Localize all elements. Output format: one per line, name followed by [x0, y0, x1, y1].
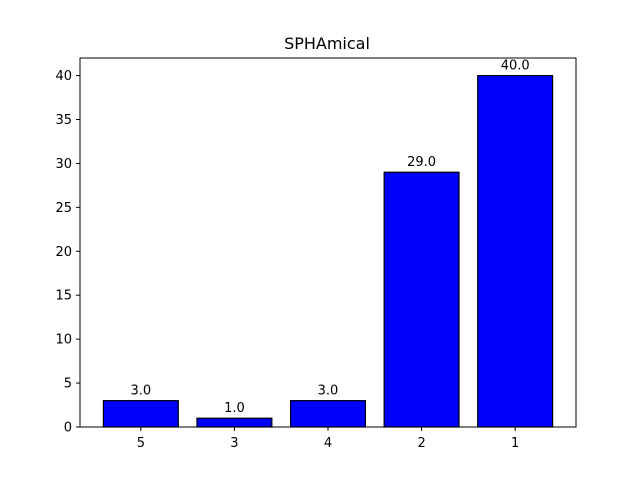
y-axis: 0 5 10 15 20 25 30 35 40: [55, 69, 80, 436]
chart-title: SPHAmical: [284, 34, 370, 53]
value-labels-layer: 3.0 1.0 3.0 29.0 40.0: [130, 59, 529, 417]
y-tick-label: 20: [55, 245, 72, 260]
bar-5: [102, 400, 179, 428]
value-label: 40.0: [501, 59, 530, 74]
bar-2: [383, 171, 460, 428]
x-tick-label: 4: [324, 436, 332, 451]
y-tick-label: 30: [55, 157, 72, 172]
y-tick-label: 5: [64, 377, 72, 392]
y-tick-label: 0: [64, 421, 72, 436]
value-label: 29.0: [407, 155, 436, 170]
value-label: 3.0: [130, 384, 151, 399]
y-tick-label: 35: [55, 113, 72, 128]
x-tick-label: 3: [230, 436, 238, 451]
x-tick-label: 5: [137, 436, 145, 451]
y-tick-label: 40: [55, 69, 72, 84]
plot-frame: [79, 57, 577, 428]
x-tick-label: 2: [417, 436, 425, 451]
x-tick-label: 1: [511, 436, 519, 451]
value-label: 3.0: [318, 384, 339, 399]
y-tick-label: 10: [55, 333, 72, 348]
bar-4: [289, 400, 367, 428]
y-tick-label: 15: [55, 289, 72, 304]
bars-layer: [102, 74, 554, 428]
x-axis: 5 3 4 2 1: [137, 427, 519, 451]
bar-3: [196, 417, 273, 428]
y-tick-label: 25: [55, 201, 72, 216]
value-label: 1.0: [224, 401, 245, 416]
bar-1: [477, 74, 554, 428]
